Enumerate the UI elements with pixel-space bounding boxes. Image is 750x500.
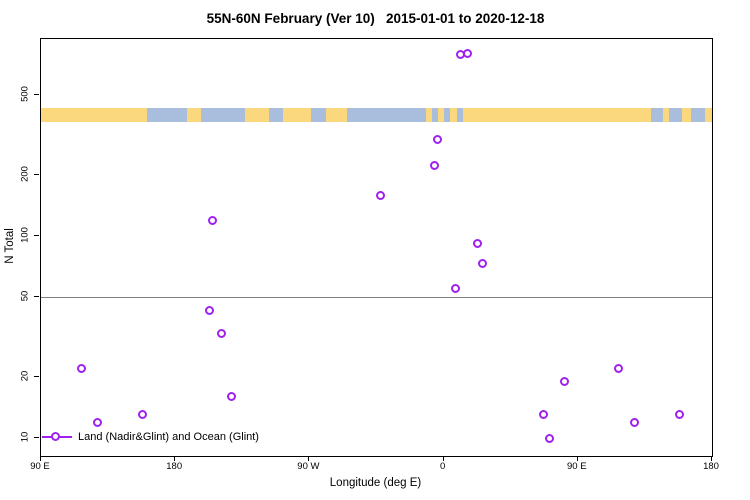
x-axis-tick (576, 456, 578, 461)
map-strip-ocean-segment (269, 108, 283, 123)
data-point (477, 259, 487, 269)
map-strip-ocean-segment (691, 108, 705, 123)
data-point (433, 135, 443, 145)
x-axis-tick (308, 456, 310, 461)
data-point (207, 215, 217, 225)
y-axis-tick (34, 174, 39, 176)
y-axis-tick-label: 500 (19, 85, 31, 102)
map-strip-ocean-segment (650, 108, 663, 123)
x-axis-tick (442, 456, 444, 461)
x-axis-tick-label: 180 (703, 461, 719, 472)
map-strip-ocean-segment (310, 108, 326, 123)
data-point (559, 377, 569, 387)
data-point (613, 364, 623, 374)
map-strip-land-segment (682, 108, 692, 123)
x-axis-tick-label: 180 (166, 461, 183, 472)
data-point (93, 417, 103, 427)
map-strip-land-segment (425, 108, 432, 123)
plot-area: Land (Nadir&Glint) and Ocean (Glint) (40, 38, 713, 457)
x-axis-tick-label: 0 (439, 461, 446, 472)
map-strip-land-segment (462, 108, 651, 123)
y-axis-tick-label: 20 (19, 370, 31, 382)
map-strip-land-segment (704, 108, 712, 123)
data-point (539, 410, 548, 420)
data-point (451, 283, 461, 293)
data-point (216, 328, 226, 338)
map-strip-ocean-segment (457, 108, 463, 123)
legend-label: Land (Nadir&Glint) and Ocean (Glint) (78, 431, 259, 443)
y-axis-tick-label: 10 (19, 431, 31, 443)
data-point (544, 433, 554, 443)
y-axis-title: N Total (4, 228, 16, 264)
legend-point-marker-icon (51, 432, 60, 441)
y-axis-tick (34, 235, 39, 236)
y-axis-tick (34, 295, 39, 297)
x-axis-tick (174, 456, 176, 461)
map-strip-ocean-segment (346, 108, 426, 123)
map-strip-land-segment (662, 108, 669, 123)
chart-title: 55N-60N February (Ver 10) 2015-01-01 to … (206, 11, 545, 26)
x-axis-title: Longitude (deg E) (329, 477, 422, 489)
x-axis-tick (711, 456, 712, 461)
x-axis-tick (40, 456, 41, 461)
map-strip-ocean-segment (200, 108, 246, 123)
map-strip-ocean-segment (668, 108, 683, 123)
map-strip-ocean-segment (443, 108, 450, 123)
x-axis-tick-label: 90 W (297, 461, 320, 472)
reference-line-n50 (41, 296, 712, 298)
data-point (473, 238, 483, 248)
data-point (462, 49, 472, 59)
map-strip-land-segment (245, 108, 270, 123)
data-point (629, 417, 639, 427)
map-strip-land-segment (449, 108, 458, 123)
y-axis-tick-label: 50 (19, 290, 31, 302)
map-strip-land-segment (437, 108, 444, 123)
data-point (674, 410, 684, 420)
data-point (376, 191, 386, 201)
map-strip-land-segment (282, 108, 311, 123)
x-axis-tick-label: 90 E (567, 461, 587, 472)
y-axis-tick (34, 437, 39, 438)
map-strip-land-segment (187, 108, 201, 123)
data-point (137, 410, 147, 420)
map-strip-ocean-segment (431, 108, 438, 123)
x-axis-tick-label: 90 E (30, 461, 50, 472)
map-strip-land-segment (325, 108, 347, 123)
y-axis-tick-label: 100 (19, 227, 31, 243)
map-strip-ocean-segment (146, 108, 188, 123)
map-strip-land-segment (41, 108, 147, 123)
data-point (430, 160, 440, 170)
y-axis-tick (34, 93, 39, 95)
data-point (227, 392, 237, 402)
data-point (204, 305, 214, 315)
y-axis-tick-label: 200 (19, 166, 31, 183)
y-axis-tick (34, 376, 39, 378)
data-point (76, 364, 86, 374)
